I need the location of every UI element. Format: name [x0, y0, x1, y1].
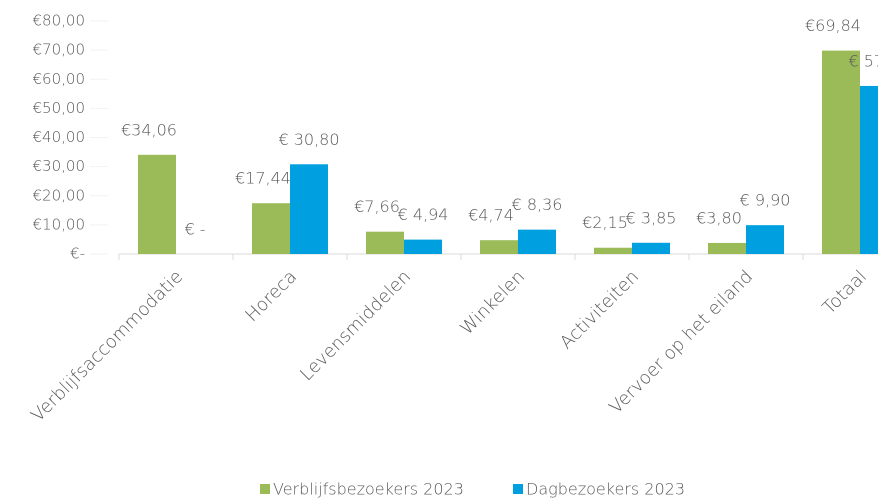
bar — [252, 203, 290, 254]
x-tick-label: Levensmiddelen — [296, 266, 415, 385]
value-label: € - — [184, 220, 205, 239]
bar — [746, 225, 784, 254]
bar — [518, 229, 556, 254]
value-label: € 30,80 — [278, 130, 339, 149]
bar — [860, 85, 878, 254]
value-label: € 9,90 — [740, 191, 791, 210]
bar — [138, 154, 176, 254]
x-tick-label: Totaal — [819, 266, 871, 318]
x-tick-label: Verblijfsaccommodatie — [27, 266, 187, 426]
y-tick-label: €40,00 — [33, 128, 86, 146]
legend-label: Dagbezoekers 2023 — [526, 480, 685, 499]
x-tick-label: Winkelen — [456, 266, 529, 339]
x-tick-label: Activiteiten — [556, 266, 643, 353]
y-tick-label: €50,00 — [33, 99, 86, 117]
y-tick-label: €80,00 — [33, 12, 86, 30]
legend-swatch — [513, 484, 523, 494]
value-label: €69,84 — [805, 16, 861, 35]
bar — [708, 242, 746, 254]
bar — [632, 242, 670, 254]
y-tick-label: €- — [70, 245, 85, 263]
value-label: €4,74 — [468, 206, 514, 225]
value-label: €17,44 — [235, 169, 291, 188]
bar — [404, 239, 442, 254]
legend-swatch — [260, 484, 270, 494]
bar — [366, 231, 404, 254]
value-label: € 8,36 — [512, 195, 563, 214]
bar — [822, 50, 860, 254]
legend-label: Verblijfsbezoekers 2023 — [273, 480, 464, 499]
bar — [480, 240, 518, 254]
value-label: €2,15 — [582, 213, 628, 232]
x-tick-label: Horeca — [241, 266, 301, 326]
bar — [290, 164, 328, 254]
y-tick-label: €30,00 — [33, 157, 86, 175]
value-label: €3,80 — [696, 208, 742, 227]
y-tick-label: €60,00 — [33, 70, 86, 88]
value-label: €7,66 — [354, 197, 400, 216]
y-tick-label: €70,00 — [33, 41, 86, 59]
value-label: € 57,70 — [848, 51, 878, 70]
value-label: € 4,94 — [398, 205, 449, 224]
value-label: €34,06 — [121, 120, 177, 139]
y-tick-label: €10,00 — [33, 215, 86, 233]
y-tick-label: €20,00 — [33, 186, 86, 204]
bar — [594, 247, 632, 254]
value-label: € 3,85 — [626, 208, 677, 227]
